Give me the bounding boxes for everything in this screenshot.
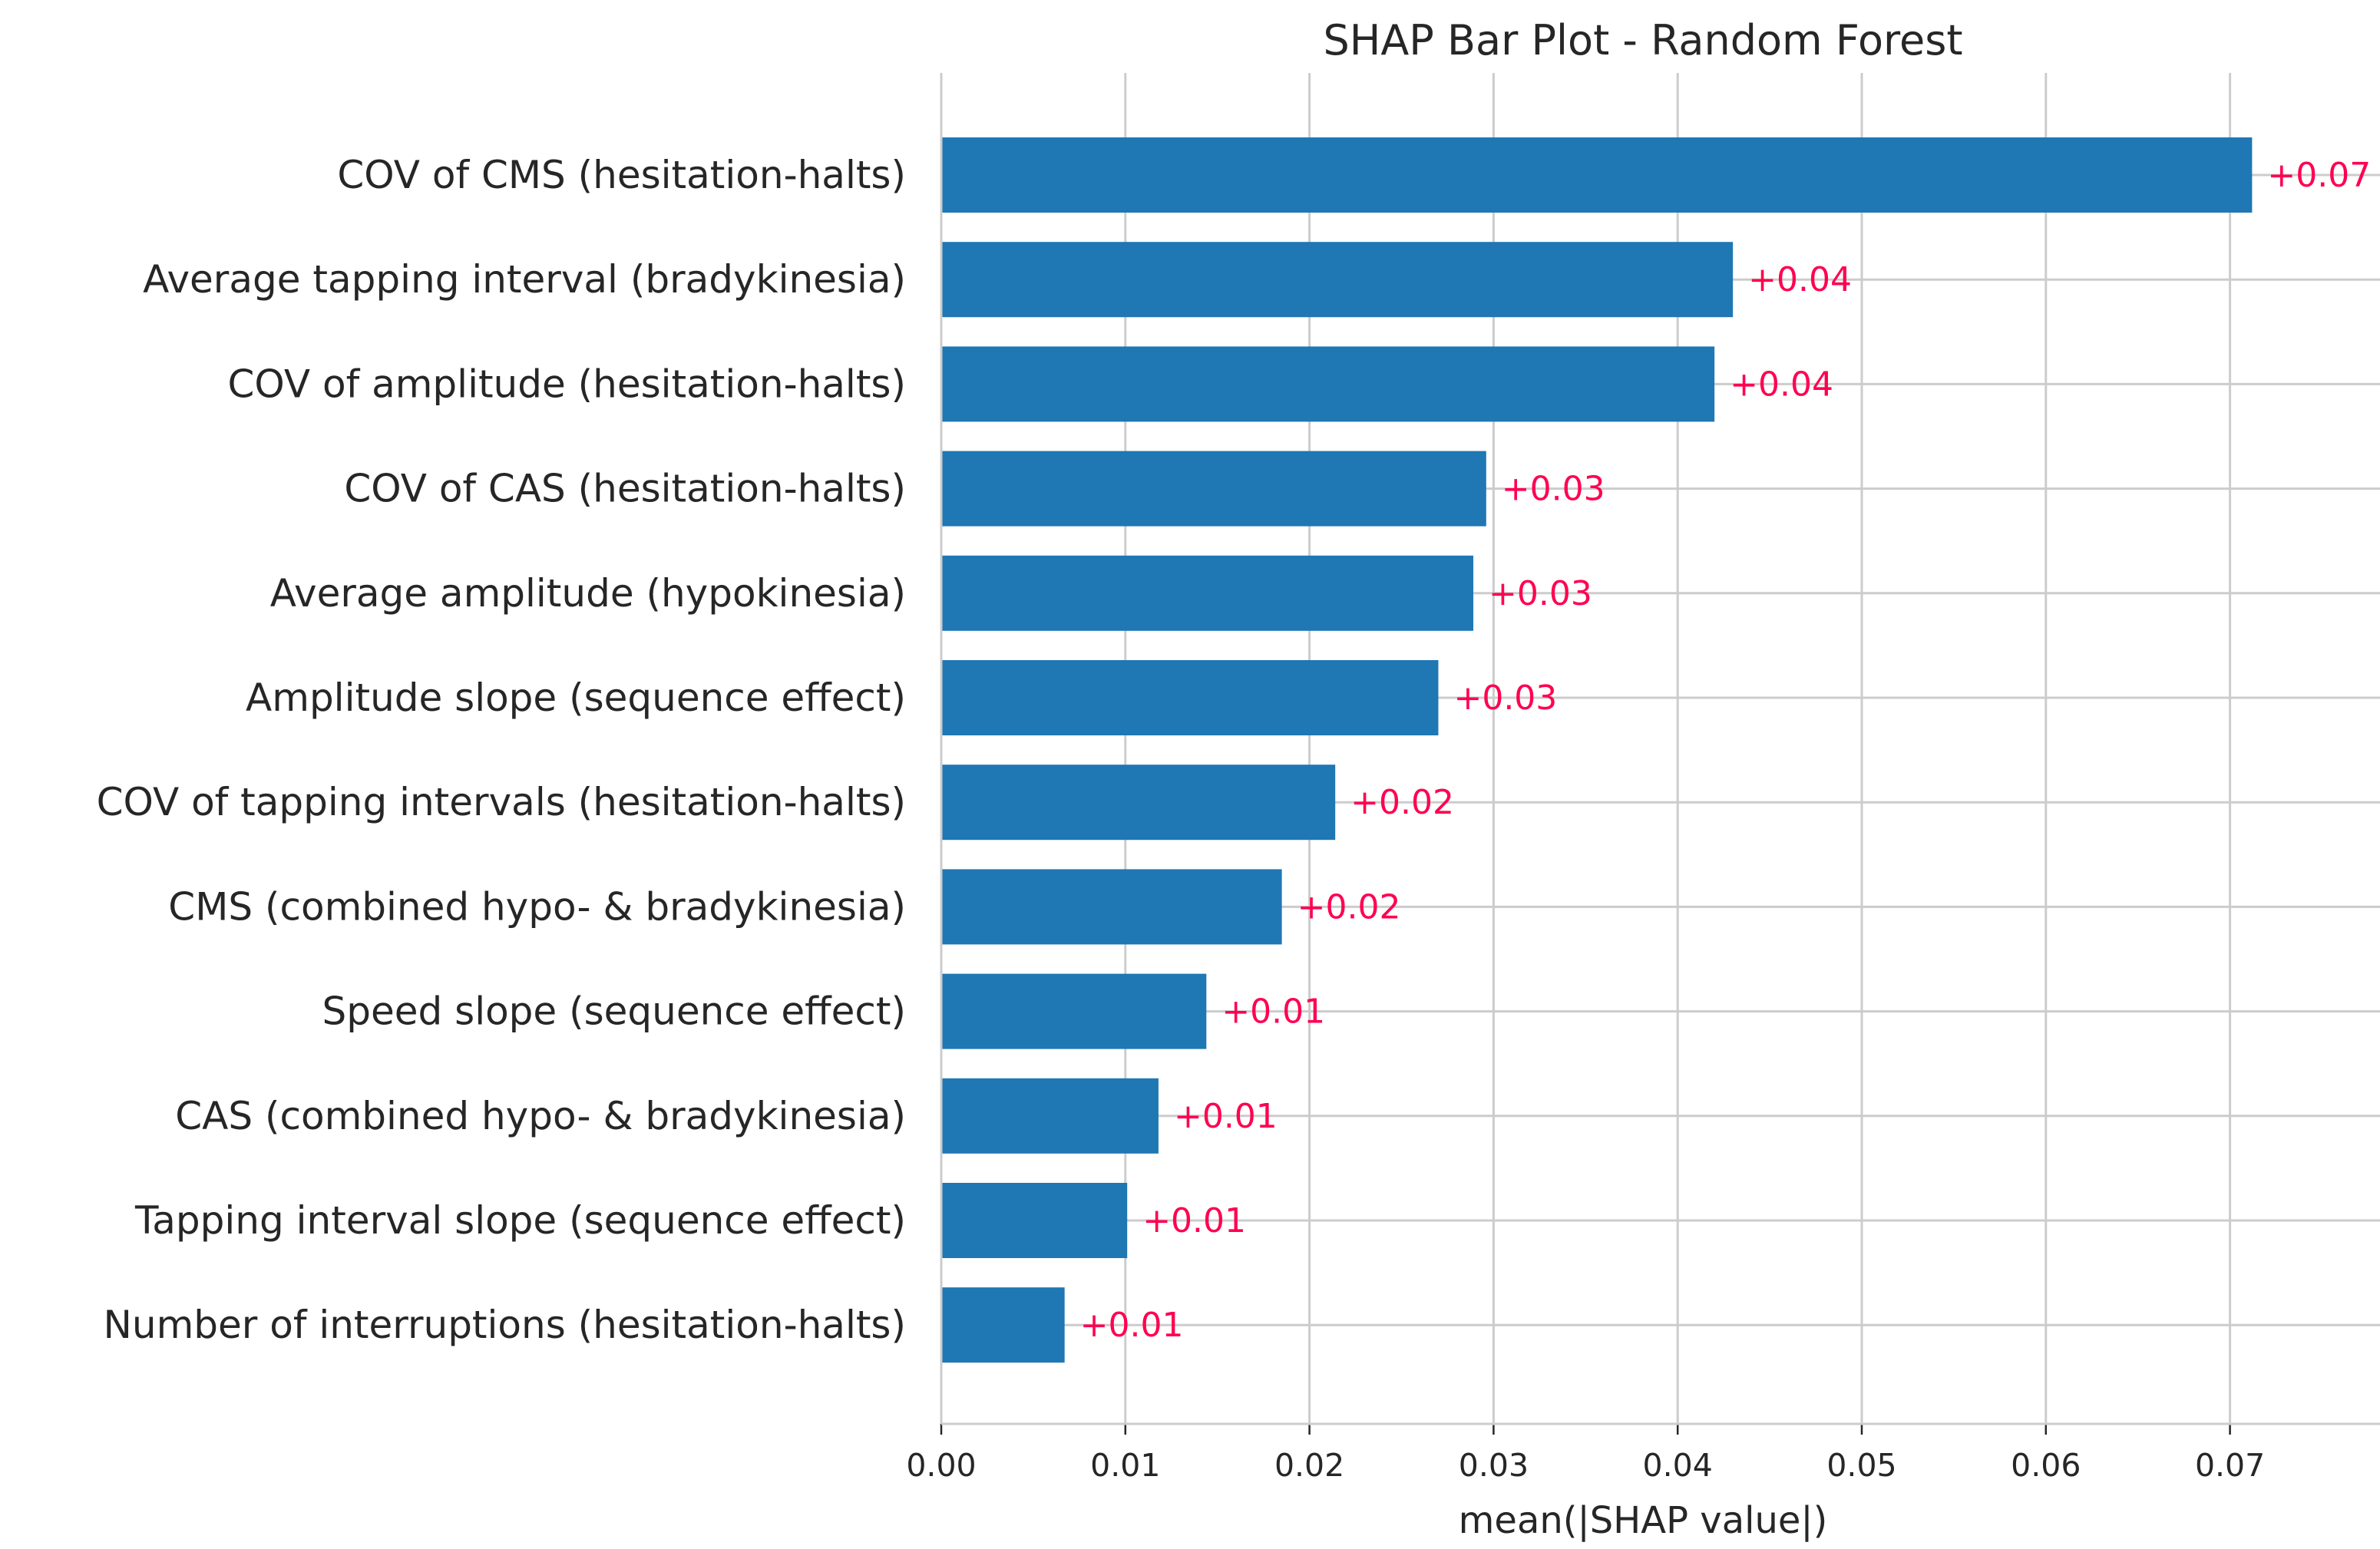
x-tick-label: 0.07: [2195, 1447, 2265, 1484]
category-label: COV of amplitude (hesitation-halts): [228, 362, 906, 406]
bar: [941, 242, 1734, 318]
category-label: Tapping interval slope (sequence effect): [134, 1198, 906, 1243]
x-tick-label: 0.00: [906, 1447, 976, 1484]
bar: [941, 137, 2253, 213]
value-label: +0.01: [1174, 1097, 1278, 1136]
value-label: +0.01: [1142, 1201, 1246, 1240]
value-label: +0.02: [1350, 783, 1454, 822]
value-label: +0.04: [1748, 260, 1852, 299]
bar: [941, 973, 1207, 1049]
x-tick-label: 0.02: [1274, 1447, 1344, 1484]
labels: 0.00 0.01 0.02 0.03 0.04 0.05 0.06 0.07 COV of C…: [97, 153, 2372, 1484]
category-label: Average tapping interval (bradykinesia): [143, 257, 906, 302]
chart-title: SHAP Bar Plot - Random Forest: [1323, 16, 1962, 64]
bar: [941, 1183, 1128, 1258]
x-axis-label: mean(|SHAP value|): [1459, 1499, 1828, 1542]
value-label: +0.04: [1730, 365, 1833, 404]
bar: [941, 451, 1486, 527]
bar: [941, 1287, 1065, 1363]
x-tick-label: 0.01: [1090, 1447, 1160, 1484]
category-label: COV of CMS (hesitation-halts): [337, 153, 906, 197]
bar: [941, 1078, 1159, 1154]
category-label: CAS (combined hypo- & bradykinesia): [175, 1094, 906, 1138]
value-label: +0.01: [1080, 1306, 1184, 1345]
x-tick-label: 0.04: [1643, 1447, 1713, 1484]
value-label: +0.07: [2267, 156, 2371, 195]
bars: [941, 137, 2253, 1363]
bar: [941, 346, 1715, 422]
bar: [941, 869, 1282, 945]
category-label: CMS (combined hypo- & bradykinesia): [168, 884, 906, 929]
category-label: COV of tapping intervals (hesitation-hal…: [97, 780, 906, 824]
category-label: Number of interruptions (hesitation-halt…: [103, 1303, 906, 1347]
category-label: Amplitude slope (sequence effect): [246, 675, 906, 720]
x-tick-label: 0.06: [2011, 1447, 2081, 1484]
x-tick-label: 0.05: [1826, 1447, 1896, 1484]
category-label: Speed slope (sequence effect): [322, 989, 906, 1034]
category-label: COV of CAS (hesitation-halts): [344, 467, 906, 511]
bar: [941, 660, 1439, 735]
value-label: +0.02: [1297, 887, 1401, 926]
value-label: +0.03: [1453, 679, 1557, 718]
x-tick-label: 0.03: [1459, 1447, 1529, 1484]
value-label: +0.03: [1502, 470, 1605, 509]
bar: [941, 765, 1336, 841]
bar: [941, 555, 1474, 631]
value-label: +0.01: [1221, 992, 1325, 1032]
value-label: +0.03: [1489, 574, 1592, 613]
axes: [940, 73, 2380, 1435]
category-label: Average amplitude (hypokinesia): [270, 571, 906, 616]
